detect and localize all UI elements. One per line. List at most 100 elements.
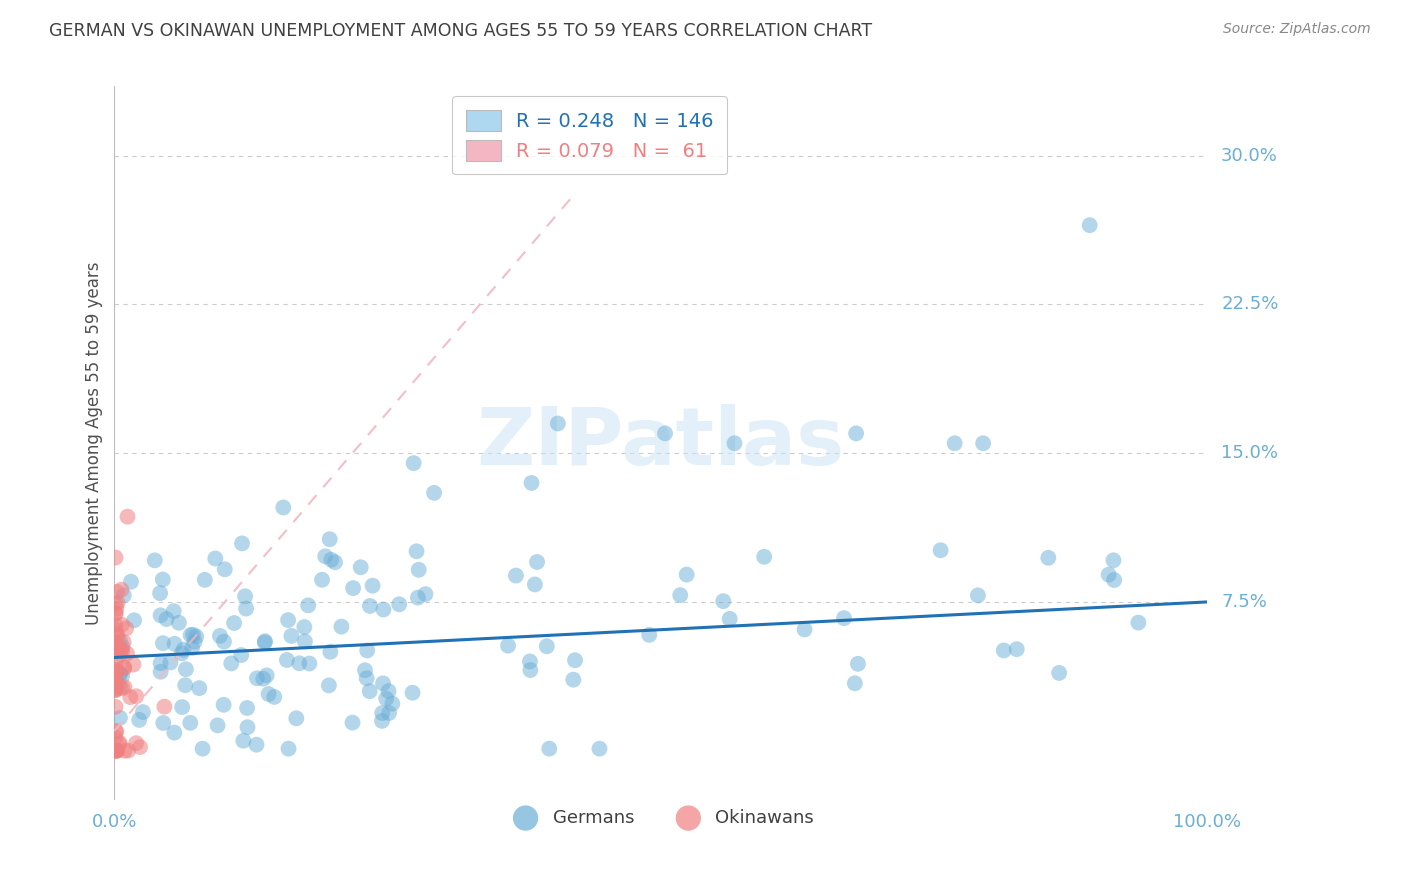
Point: [163, 637, 186, 651]
Point: [191, 741, 214, 756]
Point: [155, 612, 177, 626]
Point: [183, 634, 205, 648]
Point: [245, 738, 267, 752]
Point: [972, 436, 994, 450]
Point: [108, 666, 131, 681]
Point: [967, 588, 990, 602]
Point: [104, 597, 127, 611]
Point: [104, 674, 127, 689]
Point: [519, 655, 541, 669]
Point: [361, 579, 384, 593]
Point: [152, 636, 174, 650]
Point: [110, 641, 132, 656]
Point: [547, 417, 569, 431]
Point: [111, 668, 134, 682]
Point: [292, 620, 315, 634]
Point: [321, 553, 343, 567]
Point: [104, 723, 127, 738]
Point: [356, 671, 378, 685]
Point: [723, 436, 745, 450]
Point: [122, 613, 145, 627]
Point: [125, 736, 148, 750]
Point: [236, 720, 259, 734]
Point: [1047, 665, 1070, 680]
Point: [132, 705, 155, 719]
Point: [108, 736, 131, 750]
Point: [526, 555, 548, 569]
Point: [104, 677, 127, 691]
Point: [204, 551, 226, 566]
Point: [377, 684, 399, 698]
Point: [669, 588, 692, 602]
Point: [318, 678, 340, 692]
Point: [114, 744, 136, 758]
Point: [108, 643, 131, 657]
Point: [263, 690, 285, 704]
Point: [105, 744, 128, 758]
Point: [104, 550, 127, 565]
Point: [378, 706, 401, 720]
Point: [371, 706, 394, 720]
Point: [112, 661, 135, 675]
Point: [754, 549, 776, 564]
Point: [256, 668, 278, 682]
Point: [280, 629, 302, 643]
Point: [408, 563, 430, 577]
Point: [297, 599, 319, 613]
Point: [373, 602, 395, 616]
Point: [117, 509, 139, 524]
Point: [115, 647, 138, 661]
Point: [1097, 567, 1119, 582]
Point: [152, 715, 174, 730]
Point: [104, 665, 127, 679]
Point: [110, 582, 132, 597]
Point: [375, 691, 398, 706]
Point: [257, 687, 280, 701]
Point: [381, 697, 404, 711]
Point: [153, 699, 176, 714]
Point: [793, 623, 815, 637]
Point: [120, 574, 142, 589]
Point: [285, 711, 308, 725]
Point: [832, 611, 855, 625]
Point: [104, 744, 127, 758]
Point: [505, 568, 527, 582]
Point: [405, 544, 427, 558]
Point: [356, 643, 378, 657]
Point: [128, 713, 150, 727]
Point: [359, 684, 381, 698]
Point: [1038, 550, 1060, 565]
Point: [1102, 573, 1125, 587]
Point: [104, 731, 127, 745]
Point: [104, 635, 127, 649]
Point: [638, 628, 661, 642]
Point: [111, 681, 134, 695]
Point: [277, 613, 299, 627]
Point: [208, 629, 231, 643]
Point: [219, 657, 242, 671]
Point: [107, 630, 129, 644]
Point: [163, 725, 186, 739]
Point: [844, 676, 866, 690]
Point: [294, 634, 316, 648]
Point: [342, 715, 364, 730]
Point: [108, 737, 131, 751]
Point: [371, 676, 394, 690]
Point: [562, 673, 585, 687]
Point: [159, 656, 181, 670]
Point: [181, 628, 204, 642]
Point: [323, 555, 346, 569]
Point: [253, 635, 276, 649]
Point: [104, 655, 127, 669]
Point: [318, 532, 340, 546]
Point: [122, 657, 145, 672]
Point: [342, 581, 364, 595]
Point: [107, 640, 129, 655]
Point: [186, 630, 208, 644]
Point: [359, 599, 381, 613]
Text: GERMAN VS OKINAWAN UNEMPLOYMENT AMONG AGES 55 TO 59 YEARS CORRELATION CHART: GERMAN VS OKINAWAN UNEMPLOYMENT AMONG AG…: [49, 22, 872, 40]
Y-axis label: Unemployment Among Ages 55 to 59 years: Unemployment Among Ages 55 to 59 years: [86, 261, 103, 625]
Point: [371, 714, 394, 728]
Point: [149, 656, 172, 670]
Point: [235, 601, 257, 615]
